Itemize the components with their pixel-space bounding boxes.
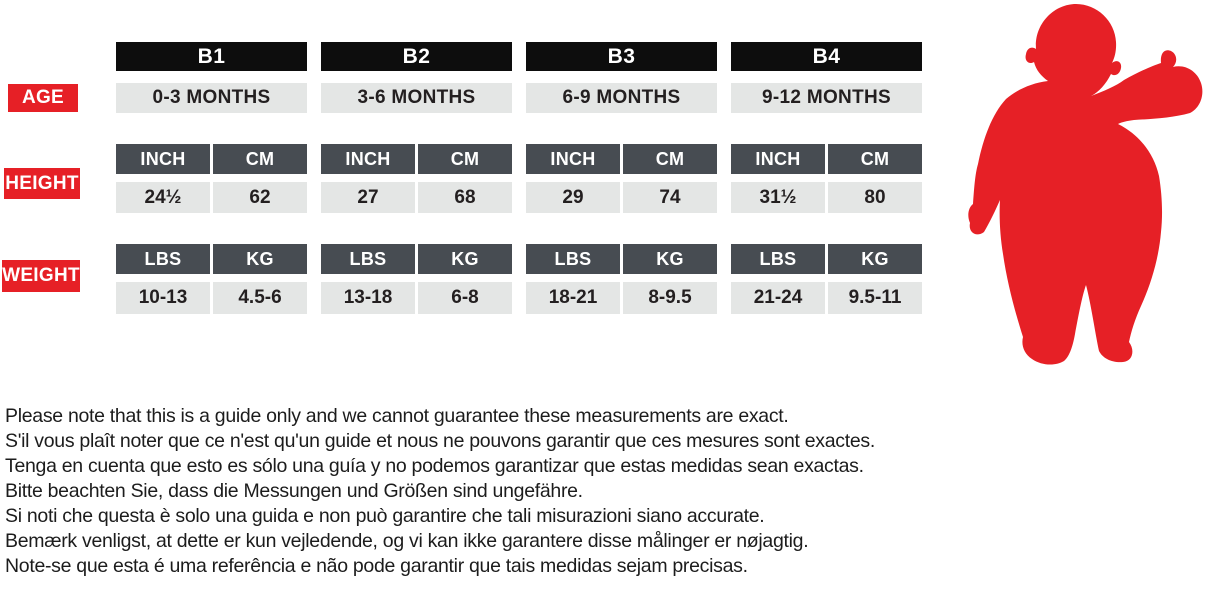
size-column-b4: B4 9-12 MONTHS INCH CM 31½ 80 LBS KG 21-… (731, 0, 922, 330)
size-code-header: B2 (321, 42, 512, 71)
height-inch-value: 27 (321, 182, 415, 213)
lbs-unit-header: LBS (116, 244, 210, 274)
weight-unit-row: LBS KG (731, 244, 922, 274)
weight-kg-value: 8-9.5 (623, 282, 717, 314)
kg-unit-header: KG (828, 244, 922, 274)
weight-unit-row: LBS KG (321, 244, 512, 274)
height-inch-value: 31½ (731, 182, 825, 213)
weight-value-row: 21-24 9.5-11 (731, 282, 922, 314)
height-unit-row: INCH CM (321, 144, 512, 174)
disclaimer-block: Please note that this is a guide only an… (5, 404, 995, 579)
weight-row-label: WEIGHT (2, 260, 80, 292)
size-column-b1: B1 0-3 MONTHS INCH CM 24½ 62 LBS KG 10-1… (116, 0, 307, 330)
height-cm-value: 68 (418, 182, 512, 213)
inch-unit-header: INCH (731, 144, 825, 174)
baby-thumbs-up-icon (968, 4, 1203, 365)
age-value-cell: 3-6 MONTHS (321, 83, 512, 113)
inch-unit-header: INCH (116, 144, 210, 174)
weight-lbs-value: 10-13 (116, 282, 210, 314)
height-unit-row: INCH CM (526, 144, 717, 174)
lbs-unit-header: LBS (731, 244, 825, 274)
height-value-row: 27 68 (321, 182, 512, 213)
disclaimer-line-da: Bemærk venligst, at dette er kun vejlede… (5, 530, 809, 552)
height-value-row: 24½ 62 (116, 182, 307, 213)
height-value-row: 31½ 80 (731, 182, 922, 213)
age-value-cell: 6-9 MONTHS (526, 83, 717, 113)
height-unit-row: INCH CM (116, 144, 307, 174)
disclaimer-line-en: Please note that this is a guide only an… (5, 405, 789, 427)
weight-value-row: 13-18 6-8 (321, 282, 512, 314)
size-code-header: B3 (526, 42, 717, 71)
weight-lbs-value: 13-18 (321, 282, 415, 314)
cm-unit-header: CM (213, 144, 307, 174)
disclaimer-line-es: Tenga en cuenta que esto es sólo una guí… (5, 455, 864, 477)
height-cm-value: 74 (623, 182, 717, 213)
cm-unit-header: CM (623, 144, 717, 174)
height-row-label: HEIGHT (4, 168, 80, 199)
weight-kg-value: 9.5-11 (828, 282, 922, 314)
weight-unit-row: LBS KG (526, 244, 717, 274)
cm-unit-header: CM (828, 144, 922, 174)
inch-unit-header: INCH (321, 144, 415, 174)
size-column-b3: B3 6-9 MONTHS INCH CM 29 74 LBS KG 18-21… (526, 0, 717, 330)
kg-unit-header: KG (418, 244, 512, 274)
height-cm-value: 62 (213, 182, 307, 213)
size-code-header: B1 (116, 42, 307, 71)
weight-lbs-value: 18-21 (526, 282, 620, 314)
size-code-header: B4 (731, 42, 922, 71)
lbs-unit-header: LBS (321, 244, 415, 274)
age-value-cell: 0-3 MONTHS (116, 83, 307, 113)
kg-unit-header: KG (213, 244, 307, 274)
disclaimer-line-de: Bitte beachten Sie, dass die Messungen u… (5, 480, 583, 502)
height-inch-value: 24½ (116, 182, 210, 213)
weight-lbs-value: 21-24 (731, 282, 825, 314)
weight-unit-row: LBS KG (116, 244, 307, 274)
weight-kg-value: 4.5-6 (213, 282, 307, 314)
size-column-b2: B2 3-6 MONTHS INCH CM 27 68 LBS KG 13-18… (321, 0, 512, 330)
disclaimer-line-it: Si noti che questa è solo una guida e no… (5, 505, 765, 527)
height-cm-value: 80 (828, 182, 922, 213)
age-row-label: AGE (8, 84, 78, 112)
inch-unit-header: INCH (526, 144, 620, 174)
baby-silhouette-path (968, 4, 1203, 365)
height-value-row: 29 74 (526, 182, 717, 213)
cm-unit-header: CM (418, 144, 512, 174)
weight-kg-value: 6-8 (418, 282, 512, 314)
lbs-unit-header: LBS (526, 244, 620, 274)
height-unit-row: INCH CM (731, 144, 922, 174)
height-inch-value: 29 (526, 182, 620, 213)
disclaimer-line-fr: S'il vous plaît noter que ce n'est qu'un… (5, 430, 875, 452)
weight-value-row: 10-13 4.5-6 (116, 282, 307, 314)
disclaimer-line-pt: Note-se que esta é uma referência e não … (5, 555, 748, 577)
age-value-cell: 9-12 MONTHS (731, 83, 922, 113)
kg-unit-header: KG (623, 244, 717, 274)
weight-value-row: 18-21 8-9.5 (526, 282, 717, 314)
